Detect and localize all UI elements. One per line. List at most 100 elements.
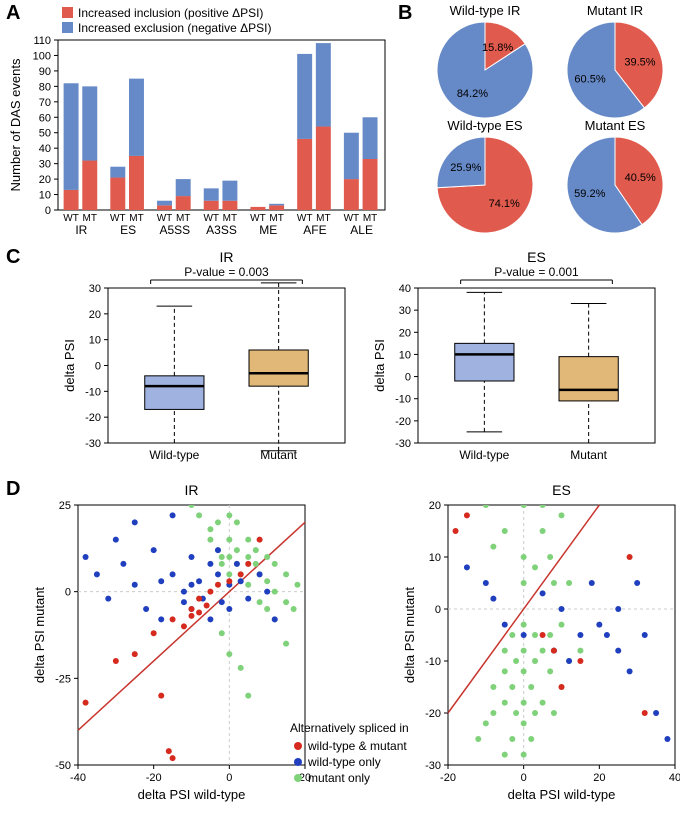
pvalue: P-value = 0.003 [184,265,269,279]
scatter-point [264,578,270,584]
bar-exc [204,188,219,200]
scatter-point [196,609,202,615]
scatter-point [196,512,202,518]
bar-exc [222,181,237,201]
bar-inc [316,127,331,210]
scatter-point [219,554,225,560]
scatter-legend-item: mutant only [308,771,370,785]
scatter-point [253,547,259,553]
svg-text:60: 60 [39,112,51,124]
scatter-point [509,632,515,638]
pie-title: Mutant IR [587,3,643,18]
scatter-point [490,544,496,550]
scatter-point [257,537,263,543]
scatter-point [196,596,202,602]
svg-text:20: 20 [429,500,441,512]
panel-d-title: ES [552,482,571,498]
scatter-point [521,700,527,706]
scatter-point [540,700,546,706]
scatter-point [245,537,251,543]
scatter-point [215,547,221,553]
scatter-point [264,606,270,612]
svg-text:Wild-type: Wild-type [149,448,199,462]
scatter-point [207,561,213,567]
scatter-point [521,752,527,758]
svg-text:50: 50 [39,128,51,140]
scatter-point [181,623,187,629]
scatter-point [490,710,496,716]
scatter-point [120,561,126,567]
scatter-point [547,632,553,638]
scatter-point [589,580,595,586]
svg-text:20: 20 [39,174,51,186]
scatter-point [132,519,138,525]
svg-text:40: 40 [399,283,411,295]
scatter-point [83,554,89,560]
svg-text:20: 20 [399,327,411,339]
bar-inc [344,179,359,210]
scatter-point [226,651,232,657]
scatter-point [226,571,232,577]
svg-text:-30: -30 [395,438,411,450]
scatter-point [143,606,149,612]
panel-d-title: IR [185,482,199,498]
bar-inc [110,178,125,210]
scatter-point [238,665,244,671]
scatter-point [226,537,232,543]
scatter-point [132,582,138,588]
pie-title: Wild-type ES [447,118,522,133]
bar-inc [250,207,265,210]
svg-text:A5SS: A5SS [159,223,190,237]
scatter-point [158,693,164,699]
box [249,350,308,386]
box [559,357,618,401]
svg-text:110: 110 [33,35,51,47]
svg-text:84.2%: 84.2% [457,88,488,100]
scatter-point [559,622,565,628]
svg-text:0: 0 [95,361,101,373]
bar-inc [176,196,191,210]
svg-text:0: 0 [405,372,411,384]
scatter-point [509,736,515,742]
scatter-point [170,755,176,761]
svg-text:10: 10 [429,552,441,564]
panel-c-label: C [6,246,20,269]
legend-inc: Increased inclusion (positive ΔPSI) [78,6,263,20]
scatter-point [528,684,534,690]
scatter-point [283,571,289,577]
scatter-point [475,736,481,742]
svg-text:-20: -20 [425,708,441,720]
scatter-point [521,580,527,586]
svg-text:-10: -10 [395,394,411,406]
svg-text:0: 0 [226,772,232,784]
scatter-point [158,578,164,584]
svg-text:-20: -20 [85,412,101,424]
svg-text:10: 10 [39,190,51,202]
svg-text:-10: -10 [85,386,101,398]
scatter-point [207,537,213,543]
scatter-point [170,616,176,622]
svg-text:-50: -50 [55,760,71,772]
scatter-point [105,596,111,602]
scatter-point [234,561,240,567]
scatter-point [532,632,538,638]
scatter-point [453,528,459,534]
scatter-point [540,502,546,508]
scatter-point [245,554,251,560]
panel-b-label: B [398,2,412,25]
scatter-point [166,748,172,754]
svg-text:30: 30 [89,283,101,295]
svg-text:Wild-type: Wild-type [459,448,509,462]
scatter-point [521,554,527,560]
scatter-point [502,752,508,758]
svg-text:-30: -30 [85,438,101,450]
scatter-point [189,502,195,508]
panel-d-xlabel: delta PSI wild-type [508,787,616,802]
bar-inc [363,159,378,210]
scatter-point [245,693,251,699]
svg-text:25: 25 [59,500,71,512]
scatter-point [272,589,278,595]
svg-text:10: 10 [89,335,101,347]
svg-text:-25: -25 [55,673,71,685]
bar-exc [157,201,172,206]
